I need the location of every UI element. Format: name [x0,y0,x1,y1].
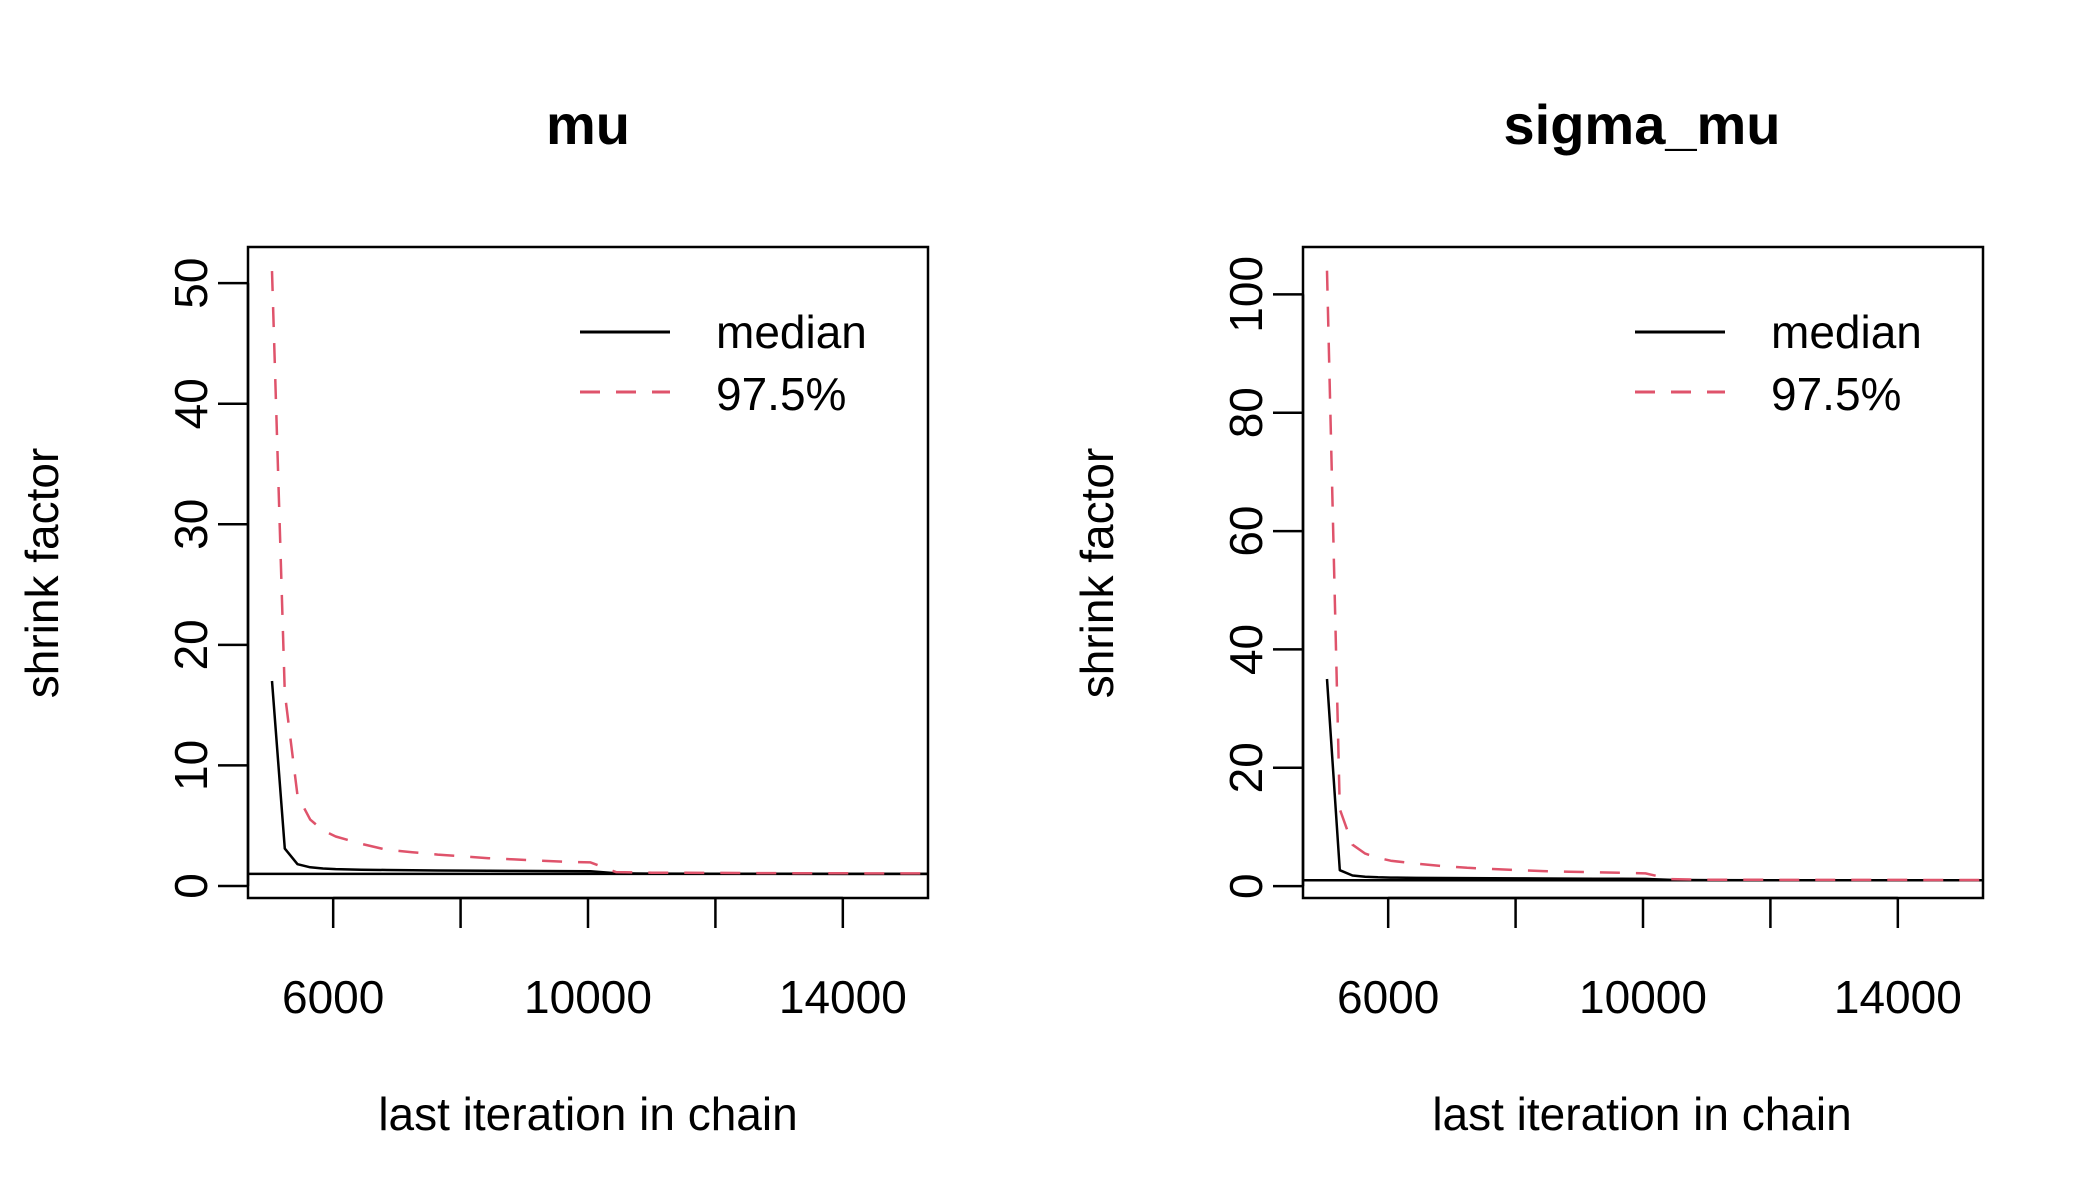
x-tick-label: 14000 [779,971,907,1023]
y-axis-label: shrink factor [1071,448,1123,699]
y-tick-label: 10 [165,740,217,791]
y-tick-label: 40 [165,378,217,429]
x-tick-label: 6000 [1337,971,1439,1023]
x-axis-label: last iteration in chain [378,1088,797,1140]
axes-layer: 6000 10000 14000 0 20 40 60 80 100 [1220,245,1985,1023]
series-line-97-5 [1325,270,1983,882]
legend-label-median: median [716,306,867,358]
chart-title: mu [546,93,630,156]
x-tick-label: 6000 [282,971,384,1023]
x-tick-label: 10000 [524,971,652,1023]
chart-panel-sigma-mu: sigma_mu last iteration in chain shrink … [1071,93,1985,1140]
y-axis-label: shrink factor [16,448,68,699]
x-tick-label: 10000 [1579,971,1707,1023]
y-tick-label: 60 [1220,505,1272,556]
y-tick-label: 80 [1220,387,1272,438]
series-layer [1325,270,1983,882]
series-line-97-5 [270,271,928,875]
y-tick-label: 50 [165,258,217,309]
x-axis-label: last iteration in chain [1432,1088,1851,1140]
y-tick-label: 40 [1220,624,1272,675]
chart-title: sigma_mu [1504,93,1781,156]
legend-label-97-5: 97.5% [716,368,846,420]
axes-layer: 6000 10000 14000 0 10 20 30 40 50 [165,245,930,1023]
y-tick-label: 0 [1220,873,1272,899]
y-tick-label: 0 [165,873,217,899]
legend-label-97-5: 97.5% [1771,368,1901,420]
y-tick-label: 20 [1220,742,1272,793]
legend: median 97.5% [580,306,867,420]
chart-panel-mu: mu last iteration in chain shrink factor… [16,93,930,1140]
y-tick-label: 30 [165,499,217,550]
y-tick-label: 100 [1220,256,1272,333]
legend: median 97.5% [1635,306,1922,420]
x-tick-label: 14000 [1834,971,1962,1023]
legend-label-median: median [1771,306,1922,358]
y-tick-label: 20 [165,619,217,670]
series-layer [270,271,928,876]
